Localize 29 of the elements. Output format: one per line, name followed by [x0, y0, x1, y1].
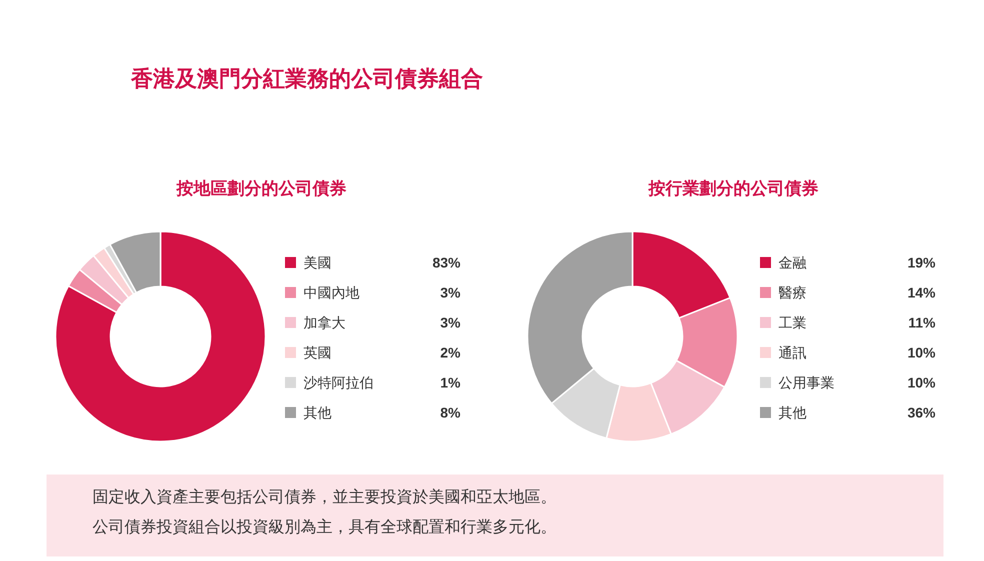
legend-label: 通訊: [778, 344, 806, 360]
legend-label: 中國內地: [304, 284, 360, 300]
legend-label: 英國: [304, 344, 332, 360]
legend-label: 沙特阿拉伯: [304, 374, 374, 390]
chart-title: 按地區劃分的公司債券: [176, 179, 346, 198]
data-label: 14%: [907, 284, 936, 300]
text: 公司債券投資組合以投資級別為主，具有全球配置和行業多元化。: [92, 518, 556, 536]
data-label: 2%: [440, 344, 462, 360]
text: 香港及澳門分紅業務的公司債券組合: [130, 66, 484, 91]
text: 固定收入資產主要包括公司債券，並主要投資於美國和亞太地區。: [92, 488, 556, 506]
data-label: 10%: [907, 374, 936, 390]
data-label: 10%: [907, 344, 936, 360]
legend-label: 其他: [778, 404, 806, 420]
legend-label: 金融: [778, 254, 806, 270]
legend-label: 加拿大: [304, 314, 346, 330]
legend-label: 公用事業: [778, 374, 834, 390]
data-label: 8%: [440, 404, 462, 420]
legend-label: 醫療: [778, 284, 806, 300]
data-label: 1%: [440, 374, 462, 390]
data-label: 19%: [907, 254, 936, 270]
data-label: 3%: [440, 284, 462, 300]
data-label: 11%: [908, 314, 936, 330]
chart-title: 按行業劃分的公司債券: [648, 179, 818, 198]
legend-label: 其他: [304, 404, 332, 420]
legend-label: 工業: [778, 314, 806, 330]
data-label: 83%: [432, 254, 462, 270]
data-label: 36%: [907, 404, 936, 420]
legend-label: 美國: [304, 254, 332, 270]
data-label: 3%: [440, 314, 462, 330]
